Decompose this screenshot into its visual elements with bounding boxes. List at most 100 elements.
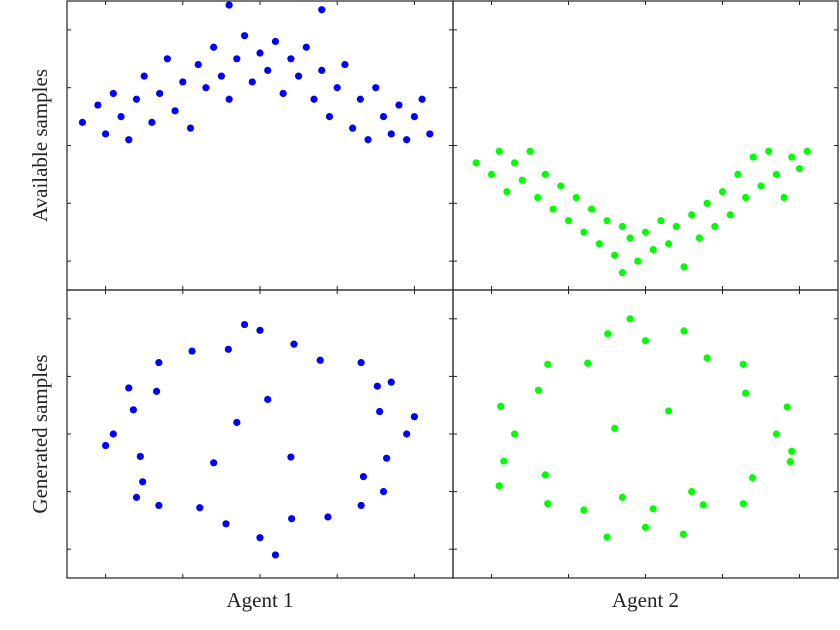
point — [618, 222, 627, 231]
point — [739, 360, 747, 368]
point — [679, 530, 687, 538]
point — [557, 182, 565, 190]
point — [626, 234, 634, 242]
point — [665, 407, 673, 415]
point — [310, 95, 318, 103]
point — [372, 84, 380, 92]
point — [349, 124, 357, 132]
point — [641, 337, 650, 345]
point — [264, 66, 272, 74]
point — [534, 386, 543, 394]
point — [526, 147, 534, 155]
point — [186, 124, 195, 132]
point — [129, 406, 137, 414]
point — [271, 551, 280, 559]
point — [379, 113, 388, 121]
point — [376, 407, 384, 416]
point — [580, 506, 588, 514]
point — [510, 159, 519, 167]
point — [148, 118, 156, 126]
point — [102, 130, 110, 138]
point — [316, 356, 324, 364]
point — [497, 402, 505, 410]
point — [711, 222, 719, 231]
point — [672, 222, 680, 231]
point — [109, 430, 117, 438]
point — [611, 251, 619, 259]
point — [279, 89, 287, 98]
point — [136, 452, 144, 461]
point — [495, 482, 503, 490]
point — [549, 205, 557, 213]
point — [680, 327, 688, 335]
point — [256, 49, 264, 57]
point — [152, 387, 161, 395]
point — [426, 130, 434, 138]
point — [156, 89, 164, 98]
point — [179, 78, 187, 86]
point — [748, 474, 757, 482]
point — [290, 340, 298, 348]
point — [772, 430, 781, 438]
point — [703, 199, 711, 207]
point — [387, 378, 395, 386]
point — [595, 240, 603, 248]
point — [155, 358, 163, 367]
point — [749, 153, 757, 161]
point — [256, 326, 264, 334]
point — [222, 520, 230, 528]
point — [217, 72, 225, 80]
point — [641, 228, 650, 236]
x-axis-label: Agent 2 — [612, 588, 679, 612]
point — [564, 217, 573, 225]
point — [695, 234, 704, 242]
point — [109, 89, 117, 98]
point — [341, 60, 349, 69]
point — [688, 211, 696, 219]
point — [544, 360, 552, 368]
point — [788, 153, 796, 161]
point — [703, 354, 711, 362]
point — [626, 315, 634, 323]
point — [603, 217, 611, 225]
point — [240, 320, 249, 329]
point — [271, 37, 280, 46]
point — [379, 488, 388, 496]
point — [649, 245, 657, 254]
point — [510, 430, 519, 438]
point — [788, 447, 796, 455]
point — [287, 55, 295, 63]
point — [680, 263, 688, 271]
point — [604, 330, 612, 338]
point — [225, 95, 233, 103]
point — [318, 6, 326, 14]
point — [140, 72, 148, 80]
point — [742, 193, 750, 202]
point — [264, 395, 272, 404]
point — [256, 534, 264, 542]
point — [649, 505, 657, 513]
point — [196, 504, 204, 512]
point — [688, 488, 696, 496]
point — [395, 101, 403, 109]
point — [544, 500, 552, 508]
point — [194, 60, 202, 69]
point — [783, 403, 791, 411]
point — [503, 188, 511, 196]
point — [139, 478, 147, 486]
point — [410, 113, 418, 121]
point — [288, 515, 296, 523]
point — [588, 205, 596, 213]
point — [240, 32, 249, 40]
point — [726, 211, 734, 219]
point — [403, 136, 411, 144]
point — [786, 458, 794, 466]
point — [618, 493, 627, 501]
point — [155, 501, 163, 510]
point — [383, 454, 391, 462]
point — [357, 358, 365, 367]
point — [584, 359, 592, 367]
point — [757, 182, 765, 190]
